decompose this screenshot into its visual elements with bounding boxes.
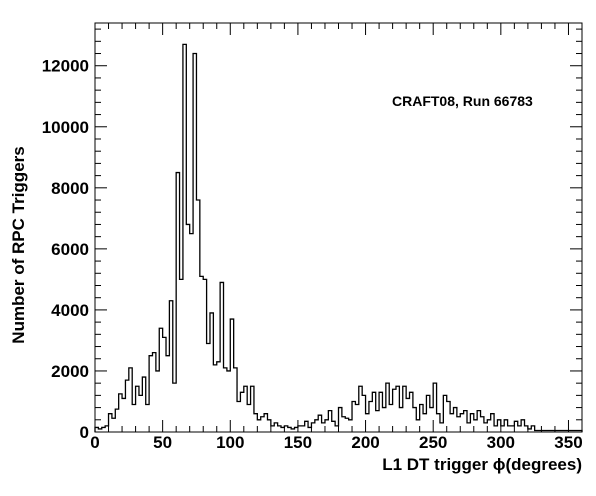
y-axis-tick-labels: 0 2000 4000 6000 8000 10000 12000	[42, 57, 89, 442]
x-tick-label: 300	[487, 433, 515, 452]
plot-frame	[94, 22, 583, 433]
y-axis-ticks	[95, 28, 582, 433]
run-annotation: CRAFT08, Run 66783	[392, 93, 533, 109]
x-tick-label: 50	[153, 433, 172, 452]
x-axis-ticks	[94, 23, 583, 432]
y-tick-label: 0	[80, 423, 89, 442]
x-tick-label: 250	[419, 433, 447, 452]
x-tick-label: 100	[216, 433, 244, 452]
y-tick-label: 8000	[51, 179, 89, 198]
x-tick-label: 0	[90, 433, 99, 452]
y-tick-label: 2000	[51, 362, 89, 381]
y-tick-label: 12000	[42, 57, 89, 76]
y-tick-label: 6000	[51, 240, 89, 259]
y-tick-label: 10000	[42, 118, 89, 137]
x-axis-tick-labels: 0 50 100 150 200 250 300 350	[90, 433, 582, 452]
x-tick-label: 150	[284, 433, 312, 452]
x-tick-label: 200	[351, 433, 379, 452]
histogram-series-line	[94, 43, 583, 432]
y-tick-label: 4000	[51, 301, 89, 320]
x-axis-title: L1 DT trigger ϕ(degrees)	[382, 455, 582, 474]
x-tick-label: 350	[554, 433, 582, 452]
y-axis-title: Number of RPC Triggers	[9, 146, 28, 343]
